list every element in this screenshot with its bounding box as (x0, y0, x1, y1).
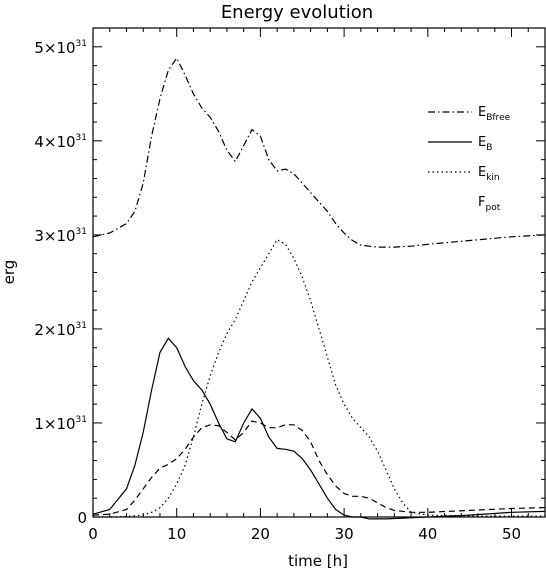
series-layer (92, 56, 546, 520)
plot-border (92, 27, 546, 518)
y-tick-label: 3×1031 (34, 227, 87, 245)
x-tick-label: 40 (418, 525, 437, 543)
y-axis-ticks: 0 1×1031 2×1031 3×1031 4×1031 5×1031 (34, 27, 545, 527)
series-line-eb (92, 337, 546, 520)
legend-label: Ekin (478, 165, 500, 183)
y-axis-label: erg (0, 260, 18, 285)
series-line-ekin (93, 238, 545, 518)
legend: EBfree EB Ekin Fpot (428, 105, 511, 213)
plot-frame (92, 27, 546, 518)
x-tick-label: 30 (335, 525, 354, 543)
x-tick-label: 20 (251, 525, 270, 543)
x-tick-label: 50 (502, 525, 521, 543)
x-axis-ticks: 0 10 20 30 40 50 (88, 28, 546, 543)
x-tick-label: 0 (88, 525, 98, 543)
y-tick-label: 4×1031 (34, 133, 87, 151)
y-tick-label: 1×1031 (34, 415, 87, 433)
series-line-ebfree (92, 56, 546, 248)
legend-label: Fpot (478, 195, 501, 213)
y-tick-label: 2×1031 (34, 321, 87, 339)
y-tick-label: 5×1031 (34, 39, 87, 57)
x-tick-label: 10 (167, 525, 186, 543)
legend-label: EBfree (478, 105, 511, 123)
legend-label: EB (478, 135, 492, 153)
chart-title: Energy evolution (221, 2, 373, 23)
x-axis-label: time [h] (288, 552, 348, 570)
y-tick-label: 0 (77, 509, 87, 527)
series-line-fpot (92, 420, 546, 516)
